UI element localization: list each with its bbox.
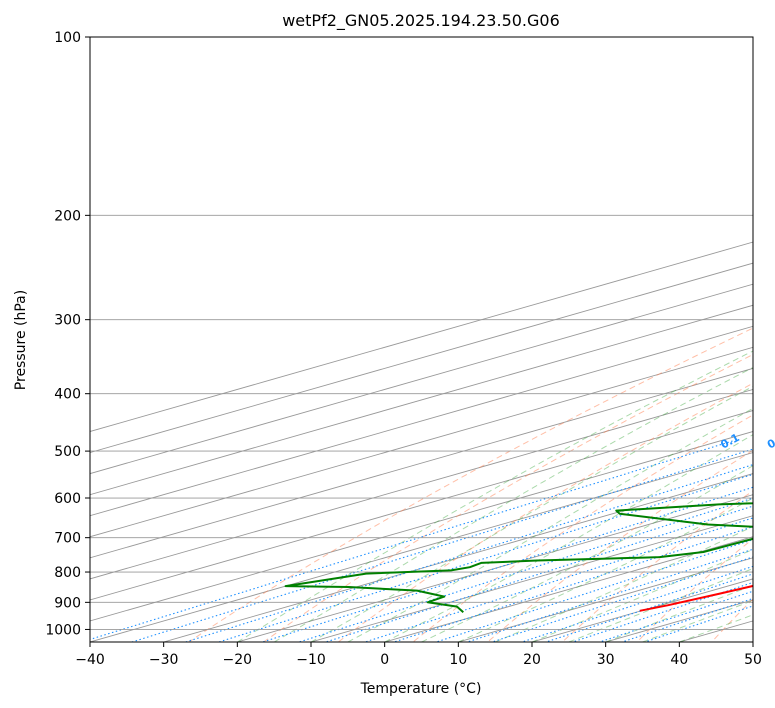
mixing-ratio-line bbox=[90, 440, 734, 640]
y-tick-label: 500 bbox=[54, 444, 81, 460]
mixing-ratio-line bbox=[297, 497, 753, 642]
moist-adiabat-line bbox=[273, 366, 753, 642]
moist-adiabat-line bbox=[347, 407, 753, 642]
y-tick-label: 1000 bbox=[45, 622, 81, 638]
x-tick-label: 30 bbox=[597, 652, 615, 668]
isotherm-line bbox=[90, 262, 753, 454]
moist-adiabat-line bbox=[421, 465, 753, 642]
dry-adiabat-line bbox=[561, 490, 753, 642]
y-tick-label: 800 bbox=[54, 565, 81, 581]
x-tick-label: −40 bbox=[75, 652, 105, 668]
isotherm-line bbox=[384, 536, 753, 642]
y-tick-label: 700 bbox=[54, 531, 81, 547]
isotherm-line bbox=[90, 410, 753, 601]
x-axis-label: Temperature (°C) bbox=[360, 681, 482, 697]
chart-title: wetPf2_GN05.2025.194.23.50.G06 bbox=[282, 11, 560, 31]
mixing-ratio-line bbox=[217, 473, 753, 642]
isotherm-line bbox=[90, 283, 753, 475]
y-axis-label: Pressure (hPa) bbox=[13, 290, 29, 390]
isotherm-line bbox=[90, 367, 753, 559]
isotherm-line bbox=[90, 241, 753, 432]
isotherm-line bbox=[90, 304, 753, 496]
moist-adiabat-line bbox=[458, 497, 753, 642]
moist-adiabat-line bbox=[237, 350, 753, 642]
dry-adiabat-line bbox=[412, 414, 753, 642]
x-tick-label: 40 bbox=[670, 652, 688, 668]
x-tick-label: −30 bbox=[149, 652, 179, 668]
y-tick-label: 400 bbox=[54, 387, 81, 403]
mixing-ratio-line bbox=[620, 597, 753, 642]
isotherm-line bbox=[237, 494, 753, 642]
mixing-ratio-line bbox=[324, 505, 753, 642]
x-tick-label: 50 bbox=[744, 652, 762, 668]
moist-adiabat-line bbox=[531, 548, 753, 642]
plot-frame bbox=[89, 36, 754, 643]
mixing-ratio-line bbox=[392, 526, 753, 642]
isotherm-line bbox=[310, 515, 753, 642]
mixing-ratio-line bbox=[183, 464, 753, 642]
x-tick-label: 10 bbox=[449, 652, 467, 668]
isotherm-line bbox=[163, 473, 753, 642]
y-tick-label: 600 bbox=[54, 491, 81, 507]
x-tick-label: −20 bbox=[223, 652, 253, 668]
mixing-ratio-line bbox=[363, 517, 753, 642]
x-tick-label: 20 bbox=[523, 652, 541, 668]
x-tick-label: −10 bbox=[296, 652, 326, 668]
dewpoint-profile-line bbox=[284, 502, 753, 613]
dry-adiabat-line bbox=[187, 327, 753, 642]
dry-adiabat-line bbox=[636, 538, 753, 642]
isotherm-line bbox=[90, 388, 753, 580]
x-tick-label: 0 bbox=[380, 652, 389, 668]
isotherm-line bbox=[90, 325, 753, 517]
mixing-ratio-label: 0.2 bbox=[765, 431, 775, 452]
isotherm-line bbox=[90, 452, 753, 642]
mixing-ratio-line bbox=[598, 590, 753, 642]
y-tick-label: 100 bbox=[54, 30, 81, 46]
y-tick-label: 200 bbox=[54, 208, 81, 224]
isotherm-line bbox=[90, 431, 753, 622]
y-tick-label: 900 bbox=[54, 595, 81, 611]
dry-adiabat-line bbox=[337, 382, 753, 642]
mixing-ratio-line bbox=[571, 581, 753, 642]
plot-area bbox=[90, 37, 753, 642]
y-tick-label: 300 bbox=[54, 313, 81, 329]
moist-adiabat-line bbox=[495, 525, 753, 642]
